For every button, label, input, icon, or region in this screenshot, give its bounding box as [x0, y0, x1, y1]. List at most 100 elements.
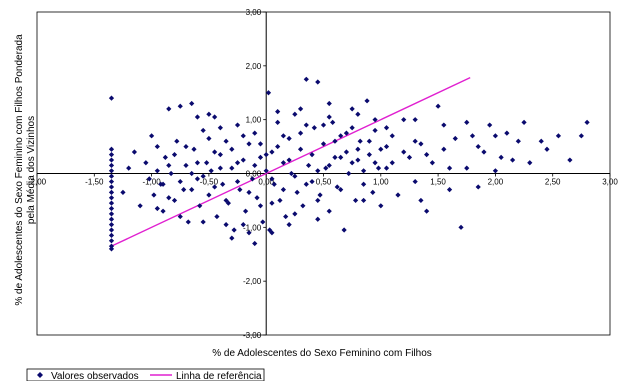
- data-point: [229, 165, 235, 171]
- data-point: [108, 205, 115, 212]
- data-point: [217, 125, 223, 131]
- data-points-layer: [108, 76, 590, 252]
- legend: Valores observados Linha de referência: [26, 368, 265, 382]
- data-point: [249, 176, 256, 182]
- data-point: [366, 152, 372, 158]
- data-point: [315, 79, 321, 85]
- data-point: [194, 160, 201, 166]
- data-point: [177, 213, 183, 220]
- data-point: [332, 138, 338, 144]
- data-point: [378, 203, 384, 209]
- data-point: [357, 138, 363, 144]
- data-point: [355, 157, 361, 163]
- data-point: [338, 187, 344, 193]
- data-point: [317, 192, 323, 198]
- data-point: [277, 197, 283, 204]
- data-point: [555, 133, 562, 139]
- data-point: [252, 240, 258, 247]
- x-tick-label: 1,00: [373, 178, 389, 187]
- data-point: [578, 133, 584, 139]
- data-point: [166, 195, 172, 201]
- data-point: [475, 184, 481, 190]
- data-point: [280, 187, 286, 193]
- data-point: [154, 143, 160, 150]
- data-point: [492, 168, 498, 174]
- data-point: [475, 143, 481, 150]
- data-point: [171, 197, 178, 204]
- y-tick-label: 2,00: [246, 62, 262, 71]
- data-point: [286, 157, 292, 163]
- data-point: [257, 141, 264, 147]
- data-point: [487, 122, 493, 128]
- x-tick-label: 2,50: [545, 178, 561, 187]
- data-point: [271, 181, 277, 187]
- data-point: [189, 187, 195, 193]
- data-point: [320, 141, 327, 147]
- data-point: [372, 117, 378, 123]
- data-point: [492, 133, 498, 139]
- data-point: [220, 181, 226, 187]
- data-point: [441, 122, 447, 128]
- data-point: [326, 208, 332, 214]
- data-point: [389, 133, 395, 139]
- data-point: [242, 208, 249, 214]
- data-point: [326, 100, 332, 107]
- data-point: [174, 138, 180, 144]
- data-point: [401, 117, 407, 123]
- data-point: [372, 127, 378, 134]
- data-point: [252, 130, 258, 136]
- data-point: [458, 224, 464, 230]
- data-point: [183, 162, 189, 169]
- data-point: [108, 222, 115, 228]
- data-point: [412, 178, 418, 185]
- y-tick-label: 3,00: [246, 8, 262, 17]
- data-point: [212, 184, 218, 190]
- data-point: [204, 160, 210, 166]
- data-point: [361, 181, 367, 187]
- data-point: [108, 246, 115, 252]
- data-point: [383, 143, 390, 150]
- data-point: [446, 165, 453, 171]
- data-point: [260, 219, 266, 225]
- data-point: [424, 208, 430, 214]
- data-point: [166, 162, 172, 169]
- data-point: [320, 122, 327, 128]
- legend-label-reference: Linha de referência: [176, 371, 262, 381]
- x-tick-label: -0,50: [200, 178, 219, 187]
- data-point: [283, 213, 289, 220]
- data-point: [234, 178, 241, 185]
- data-point: [257, 154, 264, 160]
- data-point: [452, 135, 458, 142]
- data-point: [311, 125, 317, 131]
- data-point: [515, 138, 521, 144]
- data-point: [171, 152, 178, 158]
- y-axis-title-line-1: % de Adolescentes do Sexo Feminino com F…: [14, 34, 25, 306]
- data-point: [206, 192, 212, 198]
- y-tick-label: -2,00: [243, 277, 262, 286]
- data-point: [234, 160, 241, 166]
- data-point: [154, 205, 160, 212]
- data-point: [418, 141, 424, 147]
- data-point: [280, 133, 286, 139]
- data-point: [275, 108, 281, 115]
- data-point: [286, 222, 292, 228]
- data-point: [469, 133, 476, 139]
- data-point: [237, 187, 243, 193]
- data-point: [292, 211, 298, 217]
- data-point: [538, 138, 544, 144]
- data-point: [441, 146, 447, 152]
- data-point: [168, 170, 174, 177]
- data-point: [297, 106, 304, 112]
- data-point: [217, 152, 223, 158]
- y-tick-label: -3,00: [243, 331, 262, 340]
- data-point: [108, 211, 115, 217]
- data-point: [231, 227, 237, 233]
- data-point: [108, 232, 115, 239]
- data-point: [303, 181, 309, 187]
- data-point: [418, 197, 424, 204]
- data-point: [223, 222, 229, 228]
- x-axis-title: % de Adolescentes do Sexo Feminino com F…: [212, 348, 432, 359]
- data-point: [330, 119, 336, 125]
- data-point: [108, 195, 115, 201]
- data-point: [355, 111, 361, 117]
